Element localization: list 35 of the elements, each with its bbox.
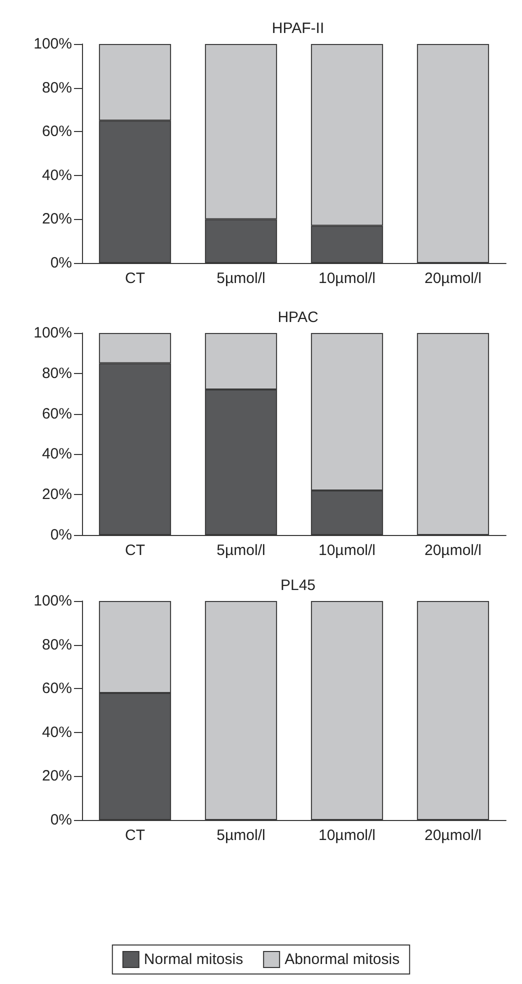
x-tick-label: 20µmol/l xyxy=(424,542,482,559)
x-tick-label: 10µmol/l xyxy=(318,827,376,844)
chart-title: HPAC xyxy=(278,309,318,326)
x-tick-label: 20µmol/l xyxy=(424,270,482,287)
y-tick-label: 0% xyxy=(50,812,72,828)
y-tick-label: 100% xyxy=(34,592,72,610)
x-tick-label: 5µmol/l xyxy=(216,827,266,844)
x-tick-label: 5µmol/l xyxy=(216,542,266,559)
x-tick-label: CT xyxy=(125,270,145,287)
y-tick-label: 60% xyxy=(42,123,72,140)
x-tick-label: CT xyxy=(125,542,145,559)
y-tick-label: 40% xyxy=(42,446,72,463)
y-tick-label: 20% xyxy=(42,210,72,228)
y-tick-label: 100% xyxy=(34,324,72,342)
x-tick-label: 20µmol/l xyxy=(424,827,482,844)
x-tick-label: 10µmol/l xyxy=(318,270,376,287)
y-tick-label: 40% xyxy=(42,724,72,741)
y-tick-label: 40% xyxy=(42,166,72,184)
chart-title: PL45 xyxy=(280,577,316,594)
chart-title: HPAF-II xyxy=(272,20,324,37)
y-tick-label: 80% xyxy=(42,364,72,382)
y-tick-label: 80% xyxy=(42,636,72,654)
x-tick-label: CT xyxy=(125,827,145,844)
y-tick-label: 20% xyxy=(42,486,72,504)
y-tick-label: 0% xyxy=(50,254,72,272)
x-tick-label: 10µmol/l xyxy=(318,542,376,559)
y-tick-label: 60% xyxy=(42,405,72,422)
y-tick-label: 60% xyxy=(42,680,72,698)
legend-label: Abnormal mitosis xyxy=(284,951,400,968)
legend-label: Normal mitosis xyxy=(144,951,244,968)
x-tick-label: 5µmol/l xyxy=(216,270,266,287)
y-tick-label: 100% xyxy=(34,36,72,52)
y-tick-label: 0% xyxy=(50,526,72,544)
y-tick-label: 80% xyxy=(42,79,72,96)
y-tick-label: 20% xyxy=(42,768,72,785)
